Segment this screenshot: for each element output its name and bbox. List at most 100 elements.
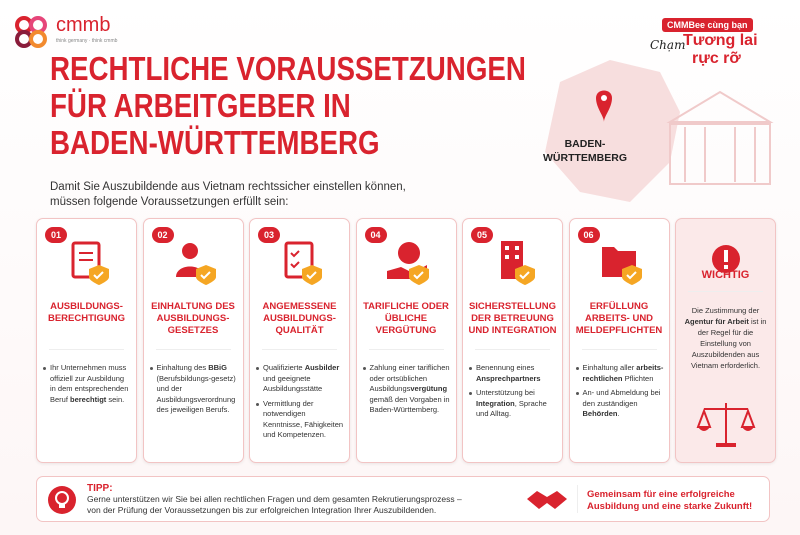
bullet-list: Einhaltung des BBiG (Berufsbildungs-gese…	[149, 363, 238, 420]
logo-tagline: think germany · think cmmb	[56, 38, 118, 44]
scale-icon	[696, 403, 756, 447]
separator	[49, 349, 124, 350]
card-title-line: MELDEPFLICHTEN	[575, 325, 663, 336]
card-icon	[71, 241, 109, 285]
card-title-line: ÜBLICHE VERGÜTUNG	[375, 313, 437, 336]
card-number: 04	[364, 227, 387, 243]
tip-text: Gerne unterstützen wir Sie bei allen rec…	[87, 494, 462, 516]
card-title-line: DER BETREUUNG	[471, 313, 554, 324]
card-title: EINHALTUNG DES AUSBILDUNGS- GESETZES	[146, 301, 241, 337]
important-text: Die Zustimmung der Agentur für Arbeit is…	[684, 305, 767, 371]
separator	[688, 291, 763, 292]
tip-line: Gerne unterstützen wir Sie bei allen rec…	[87, 494, 462, 504]
card-title: ERFÜLLUNG ARBEITS- UND MELDEPFLICHTEN	[572, 301, 667, 337]
card-number: 03	[258, 227, 280, 243]
bullet: Einhaltung aller arbeits-rechtlichen Pfl…	[575, 363, 664, 384]
card-number: 02	[151, 227, 174, 243]
card-title-line: TARIFLICHE ODER	[363, 301, 449, 312]
title-line: BADEN-WÜRTTEMBERG	[50, 124, 380, 161]
bullet: Vermittlung der notwendigen Kenntnisse, …	[256, 399, 344, 441]
separator	[475, 349, 550, 350]
text-segment: Unterstützung bei	[476, 388, 535, 397]
card-title: AUSBILDUNGS- BERECHTIGUNG	[39, 301, 134, 325]
intro: Damit Sie Auszubildende aus Vietnam rech…	[50, 180, 406, 210]
slogan-line: Ausbildung und eine starke Zukunft!	[587, 501, 753, 512]
bullet-list: Benennung eines Ansprechpartners Unterstü…	[469, 363, 557, 424]
card-title-line: ERFÜLLUNG	[589, 301, 649, 312]
bullet: An- und Abmeldung bei den zuständigen Be…	[575, 388, 664, 420]
card-icon	[601, 247, 642, 285]
text-segment: Die Zustimmung der	[691, 306, 760, 315]
card-icon	[175, 243, 216, 285]
card-title-line: BERECHTIGUNG	[47, 313, 126, 324]
card-icon	[284, 241, 322, 285]
card-title: ANGEMESSENE AUSBILDUNGS- QUALITÄT	[252, 301, 347, 337]
badge-text: rực rỡ	[692, 50, 741, 67]
text-segment: An- und Abmeldung bei den zuständigen	[582, 388, 661, 408]
card: 03 ANGEMESSENE AUSBILDUNGS- QUALITÄT Qualifi…	[249, 218, 350, 463]
text-segment: Ansprechpartners	[476, 373, 541, 383]
card-title-line: SICHERSTELLUNG	[468, 301, 557, 312]
bullet: Qualifizierte Ausbilder und geeignete Au…	[256, 363, 344, 395]
card-icon-box	[63, 237, 113, 292]
text-segment: arbeits-rechtlichen	[582, 363, 664, 383]
bullet: Ihr Unternehmen muss offiziell zur Ausbi…	[43, 363, 131, 405]
tip-box: TIPP: Gerne unterstützen wir Sie bei all…	[36, 476, 770, 522]
bullet-list: Ihr Unternehmen muss offiziell zur Ausbi…	[43, 363, 131, 409]
title-line: FÜR ARBEITGEBER IN	[50, 87, 351, 124]
text-segment: Einhaltung aller	[582, 363, 637, 372]
card: 04 TARIFLICHE ODER ÜBLICHE VERGÜTUNG Zahlun…	[355, 218, 457, 463]
text-segment: berechtigt	[70, 394, 107, 404]
card-title: SICHERSTELLUNG DER BETREUUNG UND INTEGRATI…	[465, 301, 560, 337]
separator	[581, 349, 657, 350]
card-title-line: EINHALTUNG DES	[151, 301, 235, 312]
text-segment: gemäß den Vorgaben in Baden-Württemberg.	[369, 394, 450, 415]
card-icon	[386, 242, 429, 285]
text-segment: Vermittlung der notwendigen Kenntnisse, …	[263, 398, 344, 440]
map-label-line: WÜRTTEMBERG	[543, 152, 627, 164]
card-title-line: ARBEITS- UND	[584, 313, 654, 324]
separator	[368, 349, 444, 350]
card-icon-box	[383, 237, 433, 292]
text-segment: Pflichten	[622, 373, 654, 383]
bullet-list: Qualifizierte Ausbilder und geeignete Au…	[256, 363, 344, 445]
card-icon	[501, 241, 535, 285]
card-icon-box	[170, 237, 220, 292]
card-icon-box	[489, 237, 539, 292]
tip-label: TIPP:	[87, 483, 113, 494]
logo-mark	[15, 16, 47, 48]
text-segment: , Sprache und Alltag.	[476, 398, 547, 419]
separator	[262, 349, 337, 350]
bullet: Zahlung einer tariflichen oder ortsüblic…	[362, 363, 451, 416]
divider	[577, 485, 578, 513]
map-label-line: BADEN-	[564, 138, 606, 150]
text-segment: vergütung	[410, 384, 448, 393]
text-segment: Ausbilder	[304, 363, 340, 372]
badge-text: CMMBee cùng bạn	[662, 18, 753, 32]
card-icon-box	[596, 237, 646, 292]
card: 02 EINHALTUNG DES AUSBILDUNGS- GESETZES Einh…	[142, 218, 244, 463]
map-background	[545, 60, 774, 202]
text-segment: Agentur für Arbeit	[684, 317, 749, 326]
badge-text: Tương lai	[683, 32, 758, 49]
logo-name: cmmb	[56, 14, 111, 36]
bullet: Benennung eines Ansprechpartners	[469, 363, 557, 384]
slogan-line: Gemeinsam für eine erfolgreiche	[587, 489, 735, 500]
intro-line: müssen folgende Voraussetzungen erfüllt …	[50, 196, 289, 208]
text-segment: .	[617, 409, 620, 418]
card: 06 ERFÜLLUNG ARBEITS- UND MELDEPFLICHTEN Ein…	[568, 218, 670, 463]
separator	[155, 349, 231, 350]
text-segment: Qualifizierte	[263, 363, 305, 372]
card: 05 SICHERSTELLUNG DER BETREUUNG UND INTEGRA…	[462, 218, 563, 463]
text-segment: ist in der Regel für die Einstellung von…	[690, 317, 767, 370]
important-title: WICHTIG	[701, 269, 750, 281]
card-title-line: AUSBILDUNGS-	[263, 313, 336, 324]
card-number: 01	[45, 227, 67, 243]
text-segment: Benennung eines	[476, 363, 535, 372]
scale-icon-box	[696, 397, 756, 457]
bullet: Unterstützung bei Integration, Sprache u…	[469, 388, 557, 420]
warning-icon	[712, 245, 740, 273]
slogan: Gemeinsam für eine erfolgreiche Ausbildu…	[587, 489, 752, 513]
text-segment: Zahlung einer tariflichen oder ortsüblic…	[369, 363, 450, 393]
